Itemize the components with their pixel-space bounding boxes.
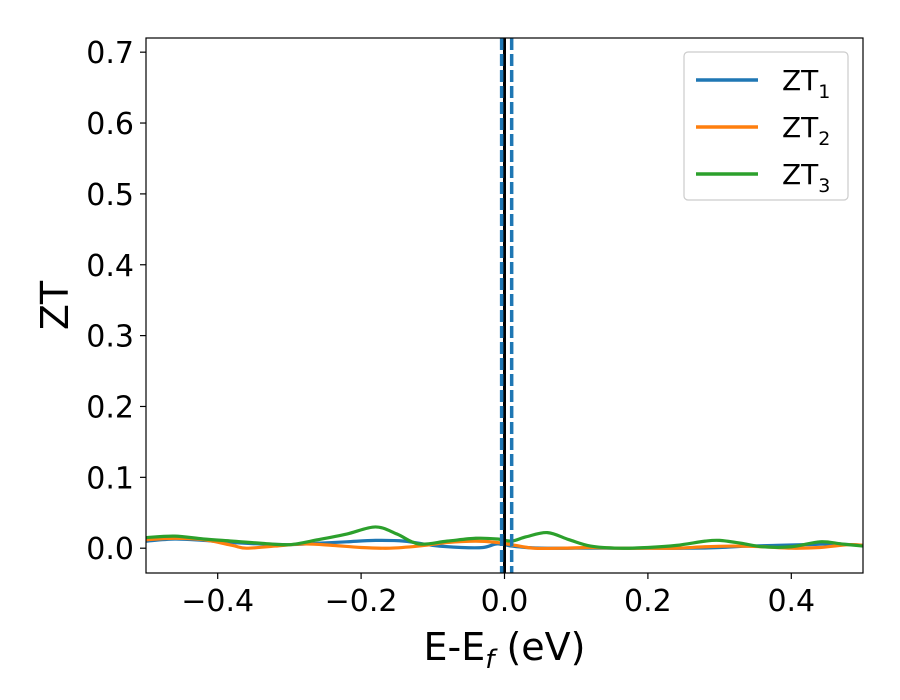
- x-axis: −0.4 −0.2 0.0 0.2 0.4: [181, 573, 815, 619]
- legend-label-zt2: ZT2: [782, 111, 830, 150]
- x-tick-label: 0.2: [624, 584, 672, 619]
- x-tick-label: −0.2: [325, 584, 398, 619]
- y-tick-label: 0.1: [86, 461, 134, 496]
- y-tick-label: 0.3: [86, 320, 134, 355]
- plot-content: [146, 38, 863, 573]
- y-axis-label: ZT: [33, 280, 77, 330]
- y-axis: 0.0 0.1 0.2 0.3 0.4 0.5 0.6 0.7: [86, 36, 146, 567]
- x-axis-label: E-Ef (eV): [424, 625, 586, 675]
- legend-label-zt3: ZT3: [782, 158, 830, 197]
- x-tick-label: 0.4: [767, 584, 815, 619]
- y-tick-label: 0.4: [86, 249, 134, 284]
- y-tick-label: 0.6: [86, 107, 134, 142]
- y-tick-label: 0.7: [86, 36, 134, 71]
- legend-label-zt1: ZT1: [782, 64, 830, 103]
- x-tick-label: 0.0: [481, 584, 529, 619]
- legend: ZT1 ZT2 ZT3: [683, 51, 849, 201]
- y-tick-label: 0.5: [86, 178, 134, 213]
- x-tick-label: −0.4: [181, 584, 254, 619]
- series-line-zt3: [146, 525, 863, 550]
- legend-box: [683, 51, 849, 201]
- y-tick-label: 0.0: [86, 532, 134, 567]
- y-tick-label: 0.2: [86, 390, 134, 425]
